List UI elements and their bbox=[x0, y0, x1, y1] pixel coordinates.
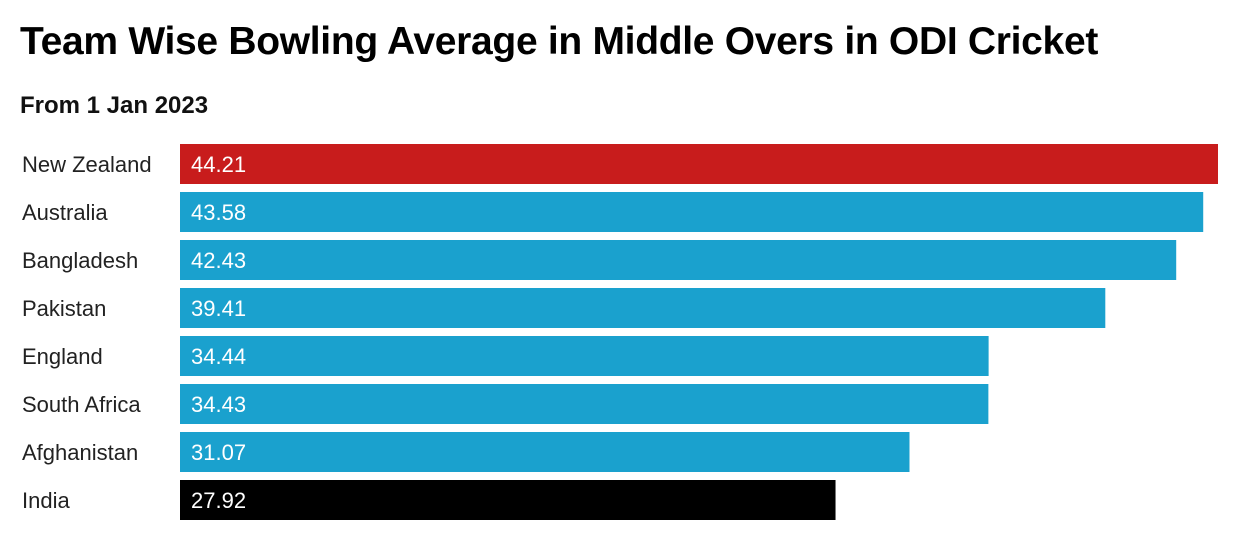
bar-south-africa bbox=[180, 384, 989, 424]
category-label-australia: Australia bbox=[22, 200, 108, 225]
chart-subtitle: From 1 Jan 2023 bbox=[20, 92, 209, 119]
value-label-australia: 43.58 bbox=[191, 200, 246, 225]
category-label-india: India bbox=[22, 488, 70, 513]
value-label-pakistan: 39.41 bbox=[191, 296, 246, 321]
category-label-england: England bbox=[22, 344, 103, 369]
bar-england bbox=[180, 336, 989, 376]
value-label-england: 34.44 bbox=[191, 344, 246, 369]
category-label-new-zealand: New Zealand bbox=[22, 152, 152, 177]
category-label-pakistan: Pakistan bbox=[22, 296, 106, 321]
chart-title: Team Wise Bowling Average in Middle Over… bbox=[20, 20, 1099, 63]
value-label-south-africa: 34.43 bbox=[191, 392, 246, 417]
bar-pakistan bbox=[180, 288, 1106, 328]
bar-new-zealand bbox=[180, 144, 1218, 184]
value-label-bangladesh: 42.43 bbox=[191, 248, 246, 273]
bar-bangladesh bbox=[180, 240, 1177, 280]
bar-afghanistan bbox=[180, 432, 910, 472]
category-label-bangladesh: Bangladesh bbox=[22, 248, 138, 273]
value-label-new-zealand: 44.21 bbox=[191, 152, 246, 177]
category-label-south-africa: South Africa bbox=[22, 392, 141, 417]
category-label-afghanistan: Afghanistan bbox=[22, 440, 138, 465]
bar-australia bbox=[180, 192, 1204, 232]
value-label-india: 27.92 bbox=[191, 488, 246, 513]
value-label-afghanistan: 31.07 bbox=[191, 440, 246, 465]
bar-india bbox=[180, 480, 836, 520]
